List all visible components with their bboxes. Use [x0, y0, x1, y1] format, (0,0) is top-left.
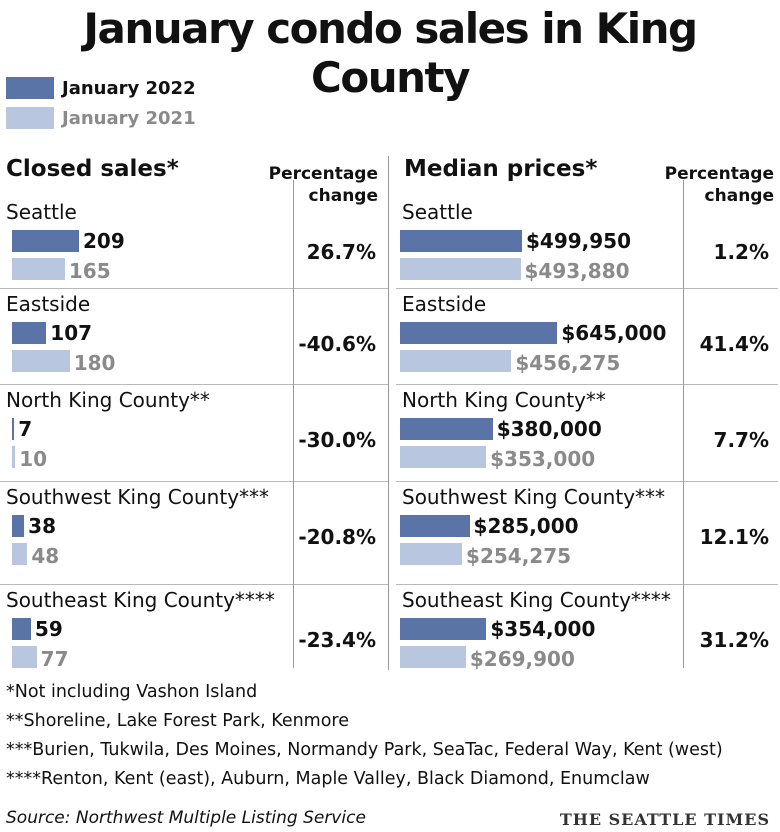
sales-value-2022: 7: [18, 417, 33, 441]
prices-pct-change: 7.7%: [713, 428, 769, 452]
prices-bar-2021: [400, 543, 463, 565]
prices-row-divider: [396, 481, 778, 482]
prices-value-2021: $456,275: [515, 351, 621, 375]
sales-region-label: Southeast King County****: [6, 588, 275, 612]
sales-region-label: Seattle: [6, 200, 77, 224]
prices-region-label: North King County**: [402, 388, 606, 412]
sales-bar-2021: [12, 446, 16, 468]
sales-value-2022: 209: [83, 229, 125, 253]
prices-value-2022: $380,000: [496, 417, 602, 441]
legend-label-2022: January 2022: [62, 77, 196, 99]
legend-item-2022: January 2022: [6, 74, 196, 102]
median-prices-header: Median prices*: [404, 156, 598, 182]
sales-row-divider: [0, 384, 388, 385]
sales-bar-2022: [12, 230, 79, 252]
sales-region-label: Eastside: [6, 292, 91, 316]
source-note: Source: Northwest Multiple Listing Servi…: [6, 808, 366, 828]
legend-label-2021: January 2021: [62, 107, 196, 129]
prices-bar-2021: [400, 646, 466, 668]
prices-value-2022: $354,000: [490, 617, 596, 641]
sales-region-label: North King County**: [6, 388, 210, 412]
prices-value-2021: $493,880: [524, 259, 630, 283]
closed-sales-header: Closed sales*: [6, 156, 179, 182]
prices-value-2021: $353,000: [490, 447, 596, 471]
prices-bar-2022: [400, 515, 470, 537]
legend-swatch-2022: [6, 77, 54, 99]
footnote-4: ****Renton, Kent (east), Auburn, Maple V…: [6, 769, 650, 789]
sales-bar-2021: [12, 258, 65, 280]
prices-pct-change: 41.4%: [699, 332, 769, 356]
legend-item-2021: January 2021: [6, 104, 196, 132]
legend: January 2022 January 2021: [6, 74, 196, 134]
prices-pct-change: 31.2%: [699, 628, 769, 652]
prices-bar-2021: [400, 258, 521, 280]
sales-value-2021: 10: [19, 447, 48, 471]
sales-bar-2022: [12, 515, 25, 537]
prices-value-2021: $269,900: [469, 647, 575, 671]
prices-value-2022: $645,000: [561, 321, 667, 345]
prices-bar-2021: [400, 446, 487, 468]
sales-bar-2022: [12, 418, 15, 440]
legend-swatch-2021: [6, 107, 54, 129]
sales-bar-2022: [12, 618, 31, 640]
panel-divider: [388, 156, 389, 670]
sales-value-2021: 48: [31, 544, 60, 568]
prices-pct-change: 1.2%: [713, 240, 769, 264]
prices-row-divider: [396, 584, 778, 585]
sales-row-divider: [0, 288, 388, 289]
prices-bar-2022: [400, 418, 493, 440]
sales-value-2022: 59: [34, 617, 63, 641]
sales-pct-header: Percentage change: [262, 163, 378, 207]
footnote-1: *Not including Vashon Island: [6, 682, 258, 702]
sales-bar-2021: [12, 646, 37, 668]
sales-pct-separator: [293, 180, 294, 668]
prices-pct-header-text: Percentage change: [664, 164, 774, 206]
sales-value-2021: 165: [68, 259, 111, 283]
sales-pct-change: -23.4%: [298, 628, 376, 652]
prices-region-label: Eastside: [402, 292, 487, 316]
prices-value-2022: $499,950: [526, 229, 632, 253]
prices-value-2021: $254,275: [466, 544, 572, 568]
sales-value-2021: 180: [73, 351, 116, 375]
brand-logo: THE SEATTLE TIMES: [559, 810, 770, 829]
prices-row-divider: [396, 288, 778, 289]
sales-region-label: Southwest King County***: [6, 485, 270, 509]
sales-bar-2021: [12, 350, 70, 372]
prices-bar-2022: [400, 618, 487, 640]
sales-value-2022: 107: [50, 321, 93, 345]
prices-region-label: Southwest King County***: [402, 485, 666, 509]
sales-bar-2022: [12, 322, 47, 344]
sales-pct-change: -20.8%: [298, 525, 376, 549]
footnote-2: **Shoreline, Lake Forest Park, Kenmore: [6, 711, 350, 731]
prices-bar-2021: [400, 350, 512, 372]
sales-row-divider: [0, 584, 388, 585]
footnote-3: ***Burien, Tukwila, Des Moines, Normandy…: [6, 740, 723, 760]
sales-value-2022: 38: [28, 514, 57, 538]
prices-value-2022: $285,000: [473, 514, 579, 538]
prices-pct-separator: [683, 180, 684, 668]
prices-pct-change: 12.1%: [699, 525, 769, 549]
sales-row-divider: [0, 481, 388, 482]
sales-pct-header-text: Percentage change: [268, 164, 378, 206]
sales-pct-change: 26.7%: [306, 240, 376, 264]
prices-region-label: Southeast King County****: [402, 588, 671, 612]
sales-pct-change: -40.6%: [298, 332, 376, 356]
prices-bar-2022: [400, 230, 522, 252]
sales-value-2021: 77: [40, 647, 69, 671]
prices-row-divider: [396, 384, 778, 385]
prices-bar-2022: [400, 322, 558, 344]
sales-pct-change: -30.0%: [298, 428, 376, 452]
prices-region-label: Seattle: [402, 200, 473, 224]
sales-bar-2021: [12, 543, 28, 565]
chart-title: January condo sales in King County: [83, 4, 698, 102]
prices-pct-header: Percentage change: [656, 163, 774, 207]
